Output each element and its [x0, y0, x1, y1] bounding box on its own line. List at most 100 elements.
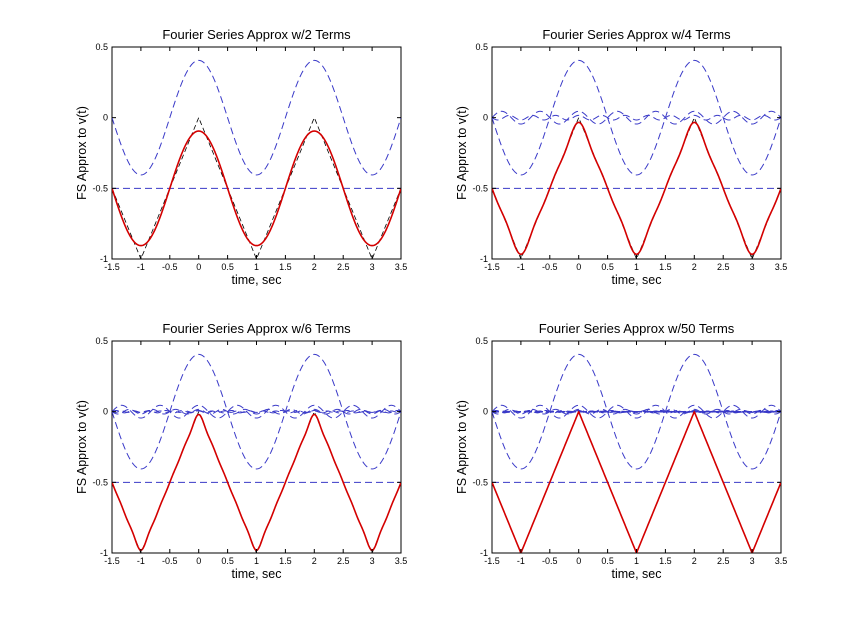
x-tick-label: -1.5 — [104, 556, 120, 566]
x-tick-label: -0.5 — [542, 262, 558, 272]
y-tick-label: -0.5 — [92, 477, 108, 487]
x-tick-label: 3 — [750, 262, 755, 272]
y-tick-label: -0.5 — [472, 183, 488, 193]
component-term-2 — [112, 353, 401, 470]
x-tick-label: 1 — [634, 262, 639, 272]
axes-box — [491, 46, 782, 260]
y-tick-label: -1 — [480, 548, 488, 558]
fourier-approx-line — [112, 130, 401, 247]
x-tick-label: -1 — [517, 262, 525, 272]
x-axis-label: time, sec — [611, 567, 661, 581]
x-tick-label: 3.5 — [775, 556, 788, 566]
plot-area — [112, 353, 401, 553]
x-tick-label: 0 — [576, 556, 581, 566]
fourier-approx-line — [492, 121, 781, 256]
component-term-2 — [492, 59, 781, 176]
x-tick-label: 3.5 — [395, 556, 408, 566]
x-tick-label: 2.5 — [717, 262, 730, 272]
x-tick-label: 1.5 — [279, 556, 292, 566]
axes-box — [491, 340, 782, 554]
plot-area — [492, 59, 781, 259]
component-term-4 — [492, 408, 781, 415]
target-waveform — [112, 116, 401, 259]
x-tick-label: -1 — [517, 556, 525, 566]
y-tick-label: -0.5 — [472, 477, 488, 487]
y-tick-label: -1 — [480, 254, 488, 264]
x-tick-label: 1.5 — [279, 262, 292, 272]
x-tick-label: 2 — [312, 556, 317, 566]
y-tick-label: 0.5 — [475, 42, 488, 52]
x-tick-label: 1.5 — [659, 262, 672, 272]
chart-title: Fourier Series Approx w/4 Terms — [542, 27, 731, 42]
component-term-4 — [492, 114, 781, 121]
x-tick-label: 1 — [634, 556, 639, 566]
x-tick-label: 3.5 — [775, 262, 788, 272]
component-term-5 — [112, 409, 401, 414]
y-axis-label: FS Approx to v(t) — [75, 106, 89, 200]
x-tick-label: 3 — [370, 262, 375, 272]
component-term-3 — [492, 404, 781, 419]
chart-title: Fourier Series Approx w/50 Terms — [539, 321, 735, 336]
x-axis-label: time, sec — [611, 273, 661, 287]
component-term-3 — [112, 404, 401, 419]
y-axis-label: FS Approx to v(t) — [455, 400, 469, 494]
x-tick-label: 0 — [576, 262, 581, 272]
x-tick-label: 2 — [312, 262, 317, 272]
x-tick-label: 2 — [692, 262, 697, 272]
component-term-3 — [492, 110, 781, 125]
component-term-2 — [112, 59, 401, 176]
x-tick-label: -1.5 — [484, 262, 500, 272]
component-term-6 — [112, 410, 401, 413]
x-tick-label: -1.5 — [104, 262, 120, 272]
x-tick-label: 0 — [196, 556, 201, 566]
y-tick-label: 0 — [103, 407, 108, 417]
chart-title: Fourier Series Approx w/2 Terms — [162, 27, 351, 42]
x-tick-label: -1.5 — [484, 556, 500, 566]
component-term-4 — [112, 408, 401, 415]
x-tick-label: 2.5 — [717, 556, 730, 566]
y-tick-label: -0.5 — [92, 183, 108, 193]
x-tick-label: 0.5 — [221, 262, 234, 272]
x-tick-label: 0.5 — [601, 262, 614, 272]
y-tick-label: 0 — [483, 113, 488, 123]
x-tick-label: -0.5 — [542, 556, 558, 566]
plot-area — [112, 59, 401, 259]
component-term-2 — [492, 353, 781, 470]
chart-title: Fourier Series Approx w/6 Terms — [162, 321, 351, 336]
subplot-2: -1.5 -1 -0.5 0 0.5 1 1.5 2 2.5 3 3.5-1-0.500.5Four… — [455, 27, 787, 287]
y-tick-label: -1 — [100, 254, 108, 264]
subplot-4: -1.5 -1 -0.5 0 0.5 1 1.5 2 2.5 3 3.5-1-0.500.5Four… — [455, 321, 787, 581]
axes-box — [111, 46, 402, 260]
plot-area — [492, 353, 781, 553]
x-tick-label: 3 — [750, 556, 755, 566]
x-tick-label: 2.5 — [337, 556, 350, 566]
x-tick-label: 0 — [196, 262, 201, 272]
y-tick-label: -1 — [100, 548, 108, 558]
x-tick-label: -1 — [137, 556, 145, 566]
y-tick-label: 0 — [483, 407, 488, 417]
x-tick-label: 0.5 — [221, 556, 234, 566]
x-tick-label: 3 — [370, 556, 375, 566]
x-axis-label: time, sec — [231, 567, 281, 581]
x-tick-label: -0.5 — [162, 262, 178, 272]
y-axis-label: FS Approx to v(t) — [455, 106, 469, 200]
x-tick-label: 3.5 — [395, 262, 408, 272]
y-axis-label: FS Approx to v(t) — [75, 400, 89, 494]
y-tick-label: 0 — [103, 113, 108, 123]
y-tick-label: 0.5 — [475, 336, 488, 346]
subplot-1: -1.5 -1 -0.5 0 0.5 1 1.5 2 2.5 3 3.5-1-0.500.5Four… — [75, 27, 407, 287]
subplot-3: -1.5 -1 -0.5 0 0.5 1 1.5 2 2.5 3 3.5-1-0.500.5Four… — [75, 321, 407, 581]
x-tick-label: -1 — [137, 262, 145, 272]
x-tick-label: -0.5 — [162, 556, 178, 566]
x-tick-label: 1.5 — [659, 556, 672, 566]
x-tick-label: 2 — [692, 556, 697, 566]
y-tick-label: 0.5 — [95, 42, 108, 52]
x-tick-label: 0.5 — [601, 556, 614, 566]
x-tick-label: 2.5 — [337, 262, 350, 272]
x-axis-label: time, sec — [231, 273, 281, 287]
y-tick-label: 0.5 — [95, 336, 108, 346]
x-tick-label: 1 — [254, 262, 259, 272]
x-tick-label: 1 — [254, 556, 259, 566]
axes-box — [111, 340, 402, 554]
